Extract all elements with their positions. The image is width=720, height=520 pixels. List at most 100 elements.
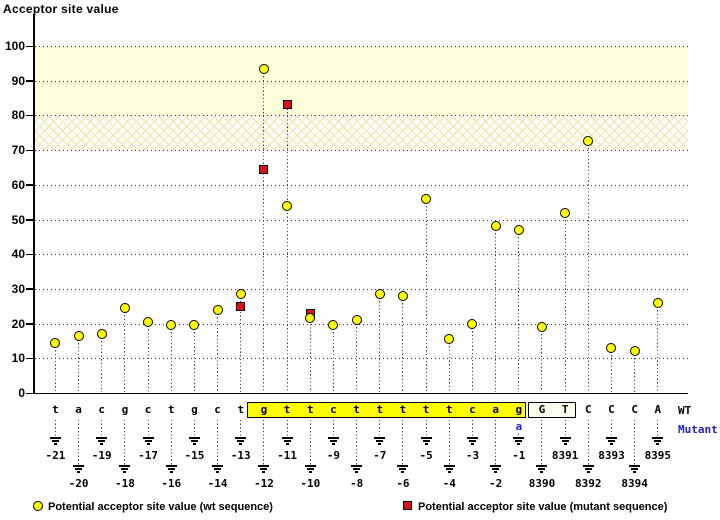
stem-line [541,327,543,392]
down-arrow-icon [559,437,572,446]
down-arrow-bar [466,437,478,439]
position-pointer-line [147,420,149,437]
sequence-base: C [631,403,638,416]
stem-line [240,294,242,392]
position-pointer-line [402,420,404,465]
y-axis-tick-label: 60 [11,177,25,192]
down-arrow-icon [466,437,479,446]
wt-point [282,200,293,211]
down-arrow-bar [283,440,291,442]
down-arrow-bar [540,471,544,473]
position-label: -8 [349,477,364,490]
down-arrow-bar [351,465,363,467]
down-arrow-bar [515,440,523,442]
position-pointer-line [101,420,103,437]
down-arrow-bar [144,440,152,442]
sequence-base: t [445,403,453,416]
down-arrow-icon [327,437,340,446]
down-arrow-bar [49,437,61,439]
position-pointer-line [240,420,242,437]
position-label: 8395 [644,449,672,462]
sequence-base: t [376,403,384,416]
down-arrow-bar [492,468,500,470]
down-arrow-icon [373,437,386,446]
sequence-base: t [167,403,175,416]
down-arrow-bar [329,440,337,442]
down-arrow-bar [513,437,525,439]
down-arrow-bar [376,440,384,442]
stem-line [309,313,311,392]
down-arrow-bar [443,465,455,467]
chart-title: Acceptor site value [3,2,119,16]
down-arrow-bar [397,465,409,467]
wt-point [606,342,617,353]
stem-line [101,334,103,392]
down-arrow-icon [118,465,131,474]
down-arrow-bar [212,465,224,467]
down-arrow-bar [119,465,131,467]
stem-line [217,309,219,392]
wt-point [536,322,547,333]
down-arrow-bar [582,465,594,467]
down-arrow-icon [165,465,178,474]
down-arrow-bar [353,468,361,470]
position-pointer-line [170,420,172,465]
sequence-base: T [561,403,569,416]
down-arrow-icon [95,437,108,446]
position-label: -2 [489,477,503,490]
down-arrow-bar [77,471,81,473]
down-arrow-bar [447,471,451,473]
down-arrow-icon [304,465,317,474]
position-pointer-line [217,420,219,465]
y-axis-tick-label: 30 [11,281,25,296]
down-arrow-bar [53,443,57,445]
stem-line [263,68,265,392]
position-label: 8393 [598,449,625,462]
sequence-base: t [52,403,59,416]
wt-point [166,320,177,331]
down-arrow-bar [563,443,567,445]
position-pointer-line [564,420,566,437]
position-pointer-line [541,420,543,465]
stem-line [170,325,172,392]
down-arrow-icon [443,465,456,474]
down-arrow-bar [216,471,220,473]
down-arrow-bar [631,468,639,470]
position-pointer-line [193,420,195,437]
down-arrow-bar [190,440,198,442]
down-arrow-icon [188,437,201,446]
gridline [35,115,688,117]
stem-line [495,226,497,392]
position-label: 8390 [528,477,556,490]
position-label: -6 [396,477,410,490]
position-label: -12 [253,477,274,490]
y-axis-tick-label: 100 [4,39,25,53]
stem-line [657,302,659,392]
down-arrow-bar [258,465,270,467]
sequence-base: t [237,403,245,416]
sequence-base: c [144,403,152,416]
gridline [35,254,688,256]
wt-point [212,304,223,315]
sequence-base: c [214,403,221,416]
wt-point [583,136,594,147]
position-pointer-line [448,420,450,465]
down-arrow-bar [399,468,407,470]
sequence-base: G [538,403,546,416]
gridline [35,184,688,186]
down-arrow-bar [237,440,245,442]
down-arrow-bar [281,437,293,439]
position-pointer-line [425,420,427,437]
stem-line [379,294,381,392]
down-arrow-icon [234,437,247,446]
down-arrow-bar [374,437,386,439]
down-arrow-icon [420,437,433,446]
y-axis-tick [26,80,33,82]
y-axis-tick-label: 50 [11,212,25,227]
x-axis-line [33,392,688,394]
down-arrow-bar [605,437,617,439]
down-arrow-bar [121,468,129,470]
down-arrow-bar [96,437,108,439]
position-label: 8392 [575,477,602,490]
y-axis-tick [26,253,33,256]
